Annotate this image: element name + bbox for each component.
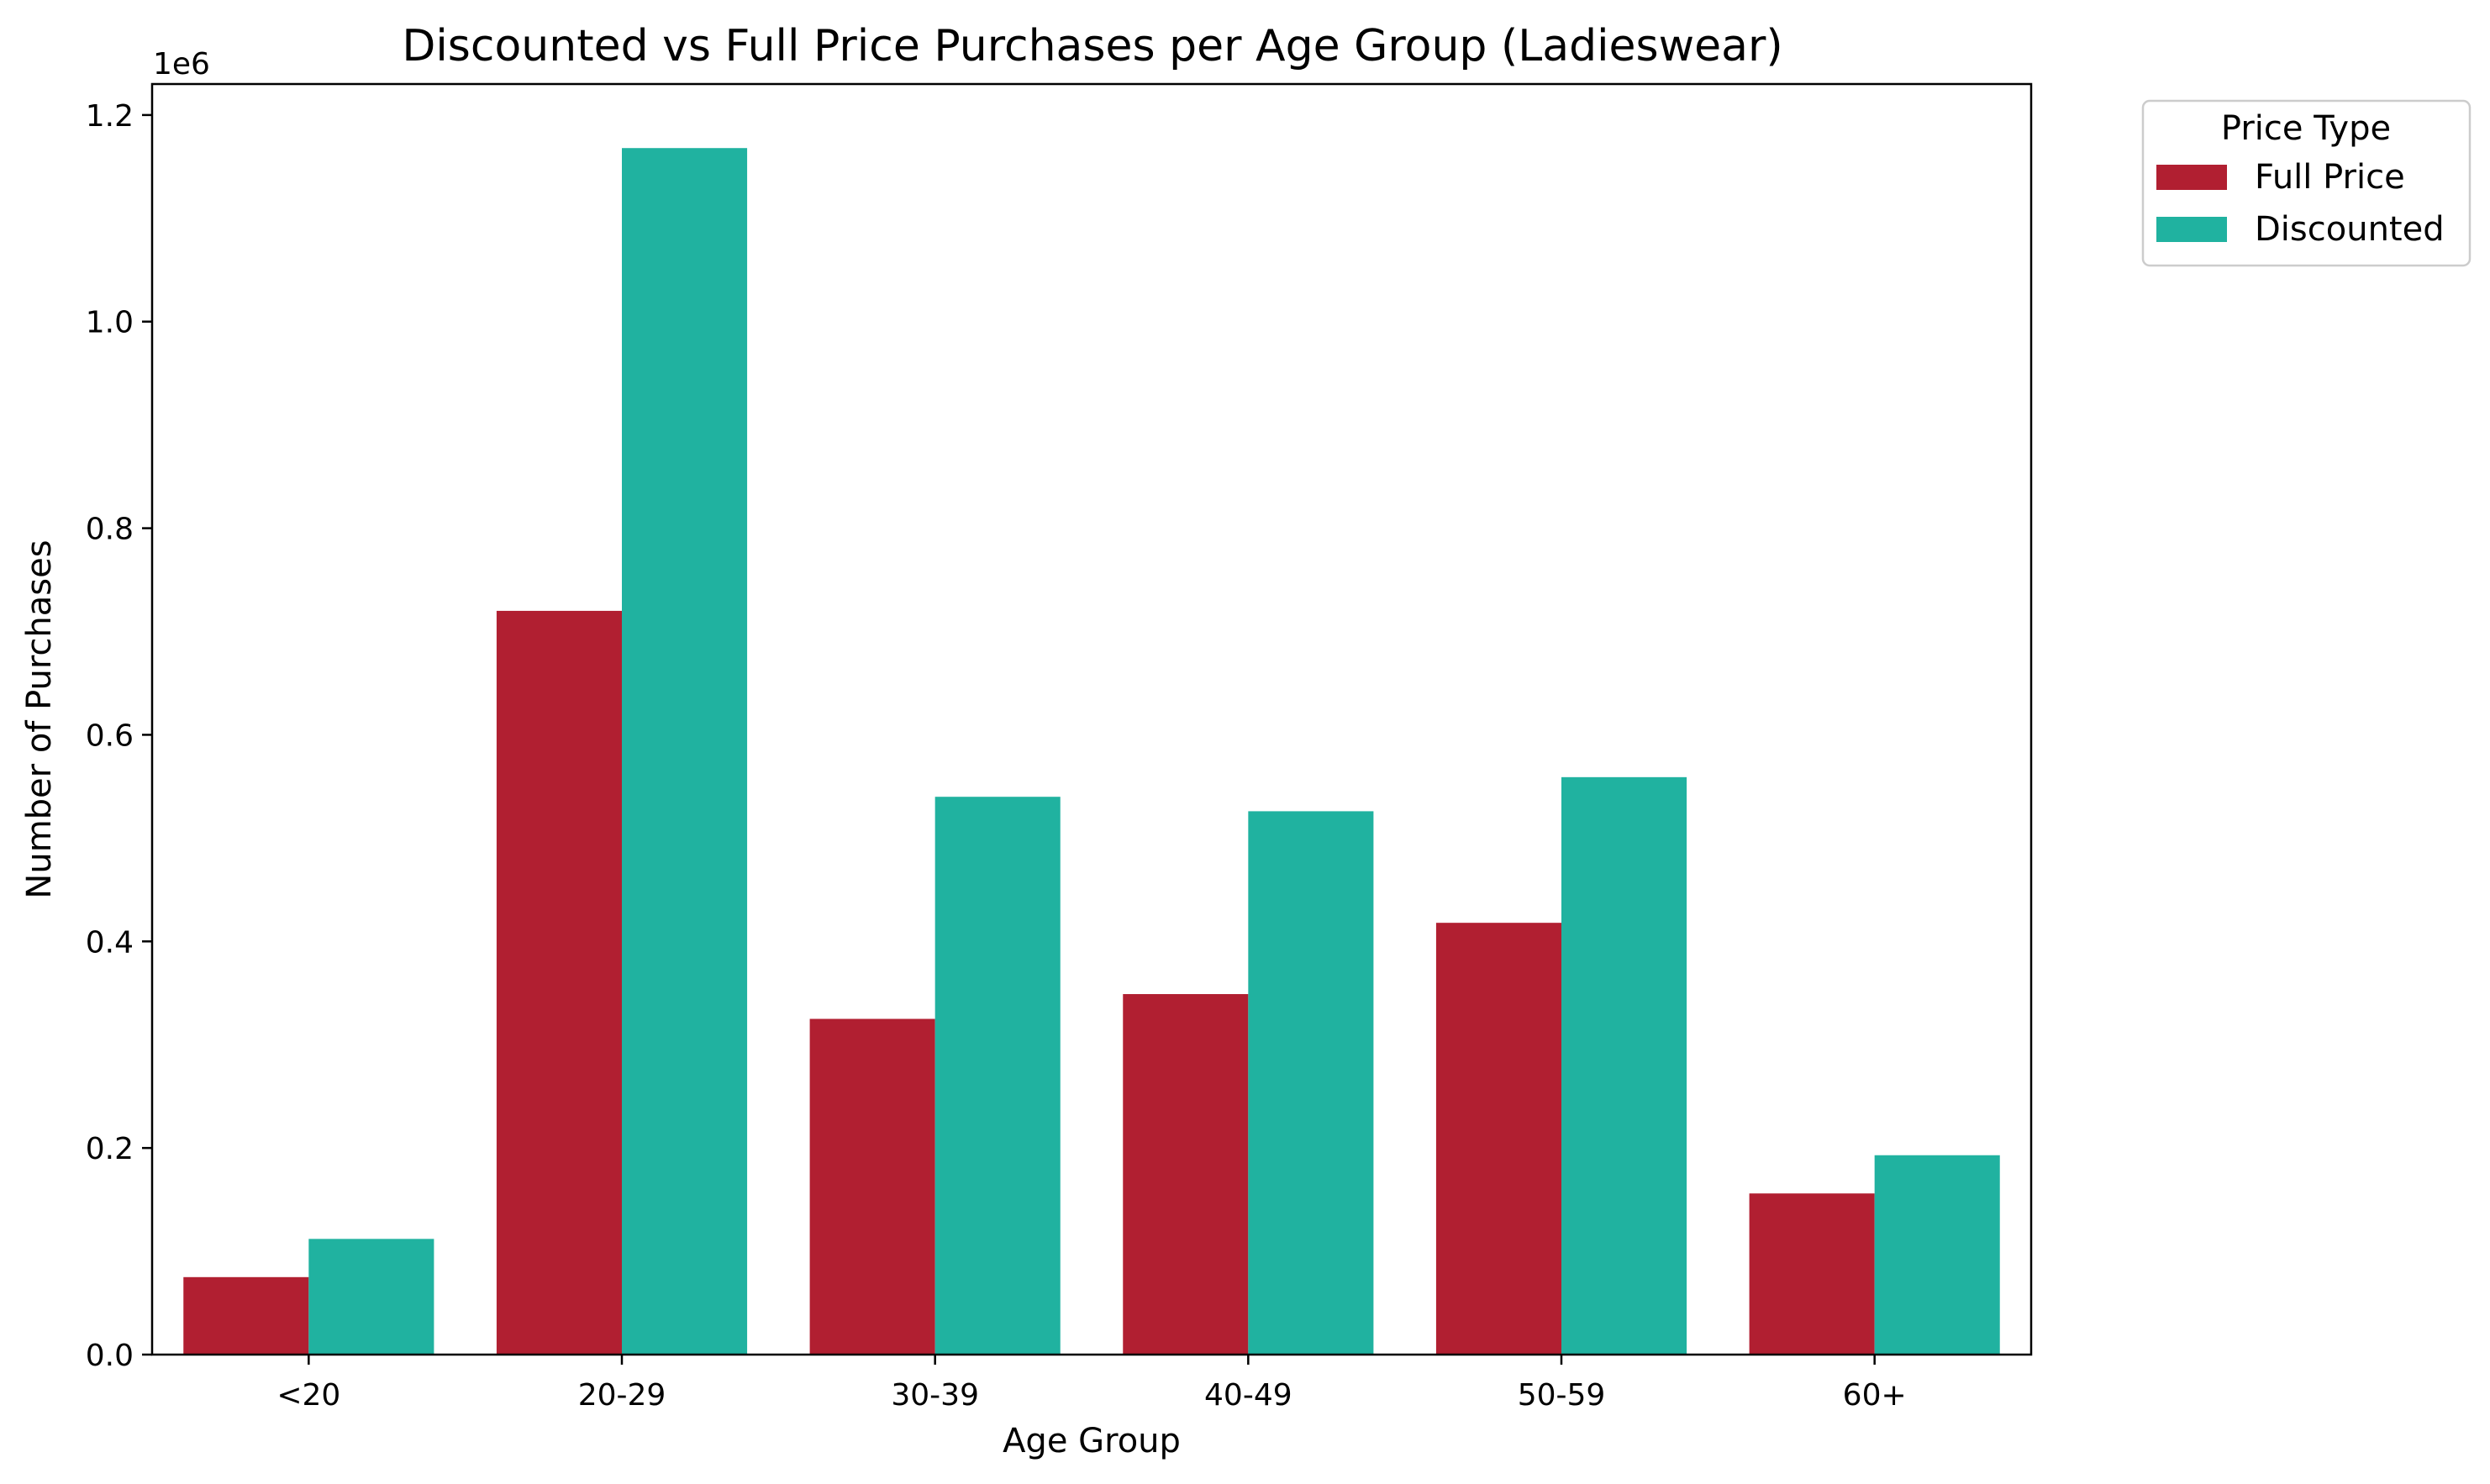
y-tick-label-1: 0.0 <box>86 1339 134 1373</box>
y-tick-label-2: 0.2 <box>86 1132 134 1166</box>
y-tick-label-4: 0.6 <box>86 718 134 753</box>
bar-discounted-1 <box>308 1239 434 1355</box>
plot-frame <box>150 82 2033 1356</box>
x-tick-label-2: 20-29 <box>578 1378 666 1413</box>
legend: Price Type Full Price Discounted <box>2141 99 2472 267</box>
bars <box>183 148 2000 1355</box>
y-tick-label-5: 0.8 <box>86 513 134 547</box>
legend-label-full-price: Full Price <box>2255 158 2405 197</box>
bar-full-price-6 <box>1749 1193 1875 1355</box>
x-tick-label-1: <20 <box>276 1378 340 1413</box>
bar-full-price-1 <box>183 1276 309 1355</box>
y-tick-label-7: 1.2 <box>86 99 134 134</box>
legend-title: Price Type <box>2221 109 2391 148</box>
legend-label-discounted: Discounted <box>2255 210 2445 249</box>
x-tick-label-4: 40-49 <box>1204 1378 1292 1413</box>
bar-discounted-6 <box>1874 1155 2000 1355</box>
legend-swatch-full-price <box>2156 165 2227 190</box>
bar-full-price-3 <box>809 1018 935 1355</box>
bar-discounted-4 <box>1248 811 1374 1355</box>
y-axis-label: Number of Purchases <box>20 539 59 898</box>
x-axis-label: Age Group <box>1003 1422 1181 1460</box>
bar-full-price-4 <box>1123 993 1249 1355</box>
bar-full-price-2 <box>496 610 622 1355</box>
x-tick-label-5: 50-59 <box>1518 1378 1606 1413</box>
y-axis: 0.0 0.2 0.4 0.6 0.8 1.0 1.2 <box>86 99 152 1373</box>
x-axis: <20 20-29 30-39 40-49 50-59 60+ <box>276 1355 1907 1413</box>
plot-area <box>150 82 2033 1356</box>
legend-items: Full Price Discounted <box>2156 158 2445 249</box>
bar-full-price-5 <box>1435 923 1561 1355</box>
y-tick-label-6: 1.0 <box>86 306 134 340</box>
chart-title: Discounted vs Full Price Purchases per A… <box>402 21 1782 71</box>
x-tick-label-6: 60+ <box>1843 1378 1907 1413</box>
bar-discounted-2 <box>622 148 748 1355</box>
bar-discounted-5 <box>1561 776 1687 1355</box>
y-tick-label-3: 0.4 <box>86 925 134 960</box>
legend-swatch-discounted <box>2156 217 2227 242</box>
bar-discounted-3 <box>934 797 1061 1355</box>
y-axis-offset-label: 1e6 <box>153 47 210 82</box>
x-tick-label-3: 30-39 <box>891 1378 979 1413</box>
